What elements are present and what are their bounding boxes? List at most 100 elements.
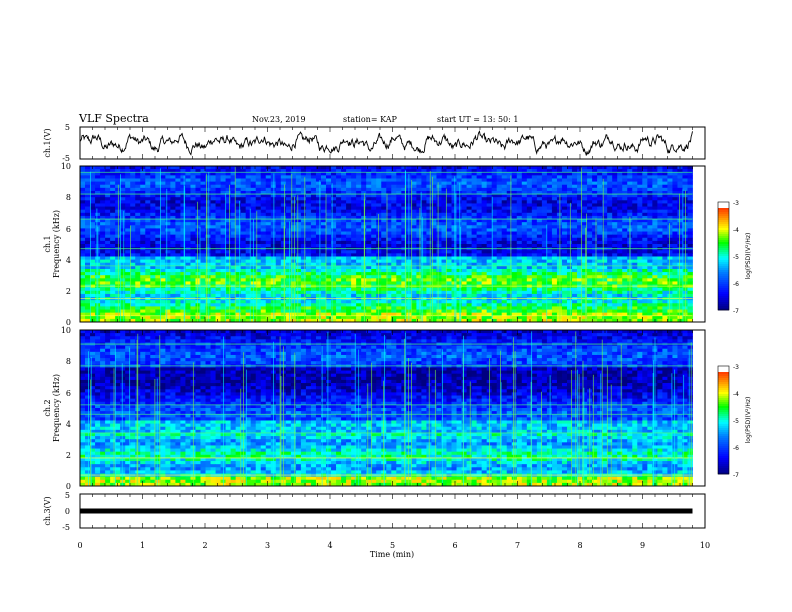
psd-cell: [566, 281, 573, 285]
psd-cell: [200, 212, 206, 217]
psd-cell: [85, 172, 91, 176]
psd-cell: [110, 169, 116, 173]
psd-cell: [120, 265, 126, 270]
psd-cell: [265, 244, 272, 248]
psd-cell: [366, 184, 372, 189]
psd-cell: [446, 240, 452, 245]
psd-cell: [551, 287, 558, 292]
psd-cell: [320, 278, 327, 282]
psd-cell: [205, 228, 211, 232]
psd-cell: [652, 200, 658, 204]
psd-cell: [672, 200, 678, 204]
psd-cell: [366, 178, 372, 182]
psd-cell: [436, 190, 442, 195]
psd-cell: [531, 240, 538, 245]
psd-cell: [687, 212, 693, 217]
psd-cell: [90, 228, 96, 232]
psd-cell: [230, 169, 237, 173]
psd-cell: [351, 172, 357, 176]
psd-cell: [471, 190, 478, 195]
psd-cell: [150, 281, 156, 285]
psd-cell: [546, 197, 553, 201]
psd-cell: [326, 275, 332, 279]
psd-cell: [190, 215, 196, 220]
psd-cell: [110, 281, 116, 285]
psd-cell: [260, 253, 267, 257]
psd-cell: [170, 222, 176, 226]
psd-cell: [617, 240, 623, 245]
psd-cell: [326, 237, 332, 242]
psd-cell: [612, 231, 618, 236]
psd-cell: [426, 244, 432, 248]
psd-cell: [607, 253, 613, 257]
psd-cell: [687, 231, 693, 236]
psd-cell: [220, 187, 226, 192]
psd-cell: [260, 181, 267, 186]
psd-cell: [572, 275, 578, 279]
psd-cell: [491, 184, 498, 189]
psd-cell: [185, 190, 191, 195]
psd-cell: [130, 250, 136, 254]
psd-cell: [541, 262, 548, 267]
psd-cell: [130, 234, 136, 239]
psd-cell: [105, 253, 111, 257]
psd-cell: [436, 244, 442, 248]
psd-cell: [220, 240, 226, 245]
psd-cell: [315, 187, 322, 192]
psd-cell: [516, 237, 523, 242]
psd-cell: [295, 265, 302, 270]
psd-cell: [160, 169, 166, 173]
psd-cell: [250, 209, 257, 214]
psd-cell: [662, 184, 668, 189]
psd-cell: [551, 225, 558, 229]
psd-cell: [556, 169, 563, 173]
psd-cell: [566, 187, 573, 192]
psd-cell: [80, 237, 86, 242]
psd-cell: [607, 194, 613, 198]
psd-cell: [326, 281, 332, 285]
psd-cell: [436, 181, 442, 186]
psd-cell: [501, 272, 508, 276]
psd-cell: [391, 256, 397, 260]
psd-cell: [235, 228, 242, 232]
psd-cell: [642, 219, 648, 223]
psd-cell: [225, 206, 232, 211]
psd-cell: [100, 172, 106, 176]
psd-cell: [481, 200, 488, 204]
psd-cell: [366, 190, 372, 195]
psd-cell: [130, 187, 136, 192]
psd-cell: [546, 184, 553, 189]
psd-cell: [371, 212, 377, 217]
psd-cell: [190, 272, 196, 276]
psd-cell: [240, 265, 247, 270]
psd-cell: [285, 197, 292, 201]
psd-cell: [351, 278, 357, 282]
psd-cell: [336, 272, 342, 276]
psd-cell: [657, 268, 663, 273]
psd-cell: [526, 169, 533, 173]
psd-cell: [406, 172, 412, 176]
psd-cell: [170, 244, 176, 248]
psd-cell: [381, 237, 387, 242]
psd-cell: [180, 240, 186, 245]
psd-cell: [265, 237, 272, 242]
psd-cell: [416, 181, 422, 186]
psd-cell: [506, 244, 513, 248]
psd-cell: [536, 272, 543, 276]
psd-cell: [185, 166, 191, 170]
psd-cell: [461, 225, 467, 229]
psd-cell: [446, 184, 452, 189]
psd-cell: [521, 219, 528, 223]
psd-cell: [290, 169, 297, 173]
psd-cell: [135, 278, 141, 282]
psd-cell: [160, 206, 166, 211]
psd-cell: [315, 231, 322, 236]
psd-cell: [150, 237, 156, 242]
psd-cell: [587, 169, 593, 173]
psd-cell: [240, 225, 247, 229]
psd-cell: [657, 287, 663, 292]
psd-cell: [386, 184, 392, 189]
psd-cell: [506, 222, 513, 226]
psd-cell: [531, 268, 538, 273]
psd-cell: [105, 184, 111, 189]
